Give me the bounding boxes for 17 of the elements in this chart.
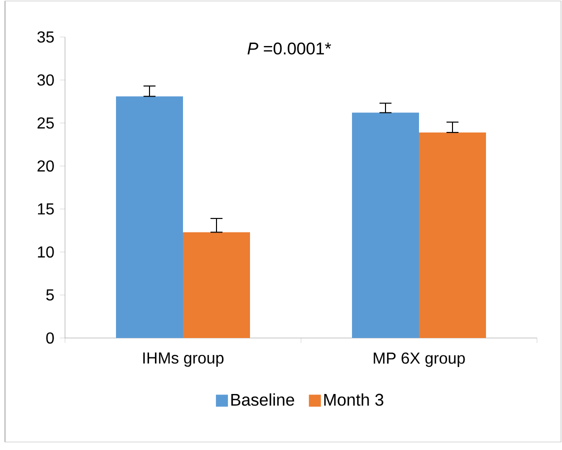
bar <box>352 112 420 338</box>
y-tick-label: 25 <box>38 117 54 129</box>
bar <box>183 232 250 338</box>
y-tick-label: 15 <box>38 203 54 215</box>
y-tick-label: 20 <box>38 160 54 172</box>
legend-label: Baseline <box>231 393 294 406</box>
y-tick-label: 0 <box>46 332 54 344</box>
bar <box>116 96 183 338</box>
y-tick-label: 10 <box>38 246 54 258</box>
annotation: P =0.0001* <box>248 42 332 55</box>
bar <box>419 132 486 338</box>
y-tick-label: 5 <box>46 289 54 301</box>
y-tick-label: 35 <box>37 31 54 43</box>
legend-label: Month 3 <box>324 393 384 406</box>
x-tick-label: IHMs group <box>143 352 224 367</box>
y-tick-label: 30 <box>37 74 54 86</box>
x-tick-label: MP 6X group <box>374 352 465 367</box>
